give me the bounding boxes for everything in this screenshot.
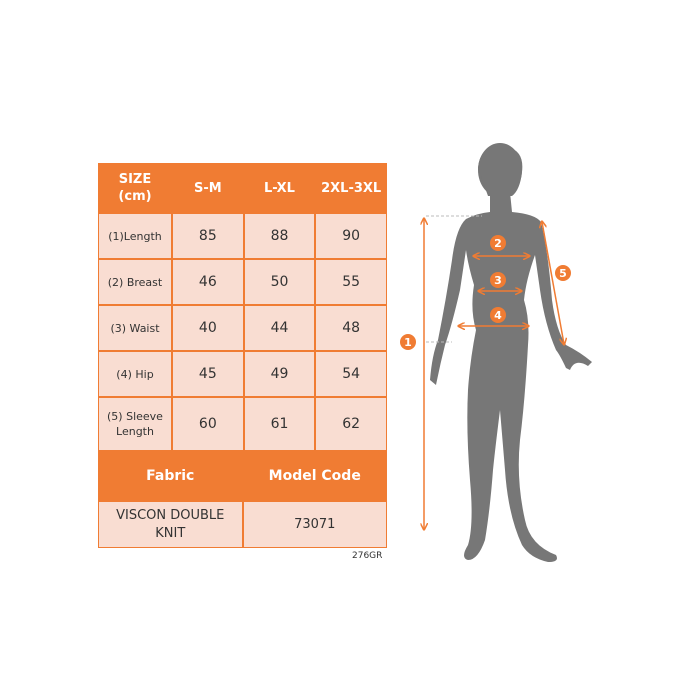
measurement-value: 40: [171, 305, 244, 351]
sleeve-arrow: [542, 222, 564, 344]
product-code: 276GR: [352, 551, 383, 561]
measurement-value: 46: [171, 259, 244, 305]
model-code-header: Model Code: [242, 451, 387, 501]
header-s-m: S-M: [171, 163, 244, 213]
marker-circle: [490, 307, 506, 323]
measurement-value: 44: [243, 305, 316, 351]
measurement-value: 54: [315, 351, 387, 397]
measurement-label: (3) Waist: [98, 305, 172, 351]
marker-number: 5: [559, 267, 567, 280]
table-row: (1)Length 85 88 90: [98, 213, 387, 259]
marker-circle: [490, 272, 506, 288]
measurement-value: 60: [171, 397, 244, 451]
marker-circle: [490, 235, 506, 251]
marker-number: 3: [494, 274, 502, 287]
measurement-value: 90: [315, 213, 387, 259]
measurement-value: 50: [243, 259, 316, 305]
measurement-value: 88: [243, 213, 316, 259]
measurement-value: 48: [315, 305, 387, 351]
table-row: (2) Breast 46 50 55: [98, 259, 387, 305]
silhouette: [430, 143, 592, 562]
marker-circle: [555, 265, 571, 281]
header-size-label: SIZE (cm): [118, 172, 152, 204]
fabric-header-row: Fabric Model Code: [98, 451, 387, 501]
measurement-value: 49: [243, 351, 316, 397]
table-header-row: SIZE (cm) S-M L-XL 2XL-3XL: [98, 163, 387, 213]
measurement-value: 85: [171, 213, 244, 259]
model-code-value: 73071: [242, 501, 387, 548]
marker-number: 1: [404, 336, 412, 349]
measurement-label: (2) Breast: [98, 259, 172, 305]
table-row: (4) Hip 45 49 54: [98, 351, 387, 397]
size-chart-table: SIZE (cm) S-M L-XL 2XL-3XL (1)Length 85 88…: [98, 163, 387, 548]
guide-dashes: [426, 215, 482, 343]
header-size: SIZE (cm): [98, 163, 172, 213]
measurement-value: 62: [315, 397, 387, 451]
fabric-value-row: VISCON DOUBLE KNIT 73071: [98, 501, 387, 548]
fabric-value: VISCON DOUBLE KNIT: [98, 501, 243, 548]
table-row: (3) Waist 40 44 48: [98, 305, 387, 351]
measurement-markers: 1 2 3 4 5: [400, 235, 571, 350]
measurement-value: 55: [315, 259, 387, 305]
measurement-guides: [424, 219, 564, 529]
measurement-value: 61: [243, 397, 316, 451]
fabric-header: Fabric: [98, 451, 243, 501]
header-l-xl: L-XL: [243, 163, 316, 213]
measurement-value: 45: [171, 351, 244, 397]
measurement-label: (4) Hip: [98, 351, 172, 397]
marker-number: 2: [494, 237, 502, 250]
marker-number: 4: [494, 309, 502, 322]
marker-circle: [400, 334, 416, 350]
measurement-label: (1)Length: [98, 213, 172, 259]
measurement-label: (5) Sleeve Length: [98, 397, 172, 451]
table-row: (5) Sleeve Length 60 61 62: [98, 397, 387, 451]
header-2xl-3xl: 2XL-3XL: [315, 163, 387, 213]
